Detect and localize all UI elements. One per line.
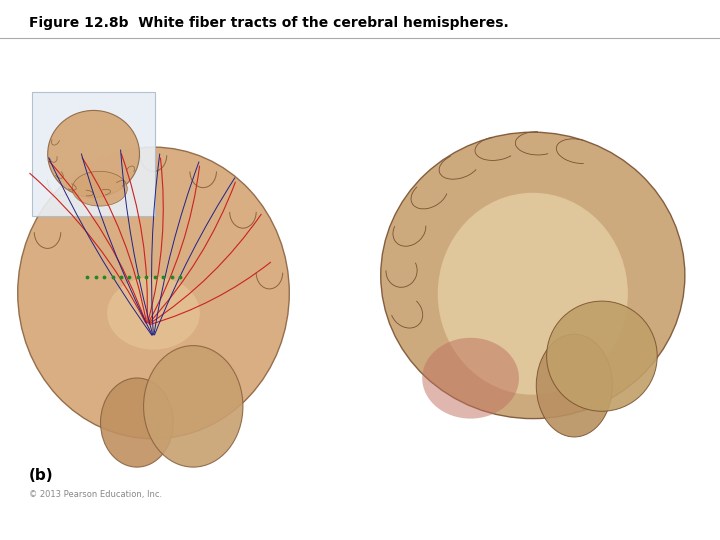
Ellipse shape	[546, 301, 657, 411]
Ellipse shape	[422, 338, 519, 418]
Ellipse shape	[536, 334, 612, 437]
Point	[99, 272, 110, 281]
Point	[140, 272, 152, 281]
Point	[115, 272, 127, 281]
Ellipse shape	[143, 346, 243, 467]
Text: © 2013 Pearson Education, Inc.: © 2013 Pearson Education, Inc.	[29, 490, 162, 500]
Point	[124, 272, 135, 281]
Ellipse shape	[438, 193, 628, 395]
Point	[81, 272, 93, 281]
Point	[174, 272, 186, 281]
Text: Figure 12.8b  White fiber tracts of the cerebral hemispheres.: Figure 12.8b White fiber tracts of the c…	[29, 16, 508, 30]
FancyBboxPatch shape	[32, 92, 155, 216]
Point	[90, 272, 102, 281]
Point	[132, 272, 143, 281]
Ellipse shape	[381, 132, 685, 418]
Ellipse shape	[107, 276, 200, 350]
Point	[107, 272, 118, 281]
Text: (b): (b)	[29, 468, 53, 483]
Ellipse shape	[18, 147, 289, 438]
Point	[166, 272, 177, 281]
Ellipse shape	[101, 378, 174, 467]
Ellipse shape	[48, 111, 140, 197]
Ellipse shape	[72, 171, 127, 206]
Point	[149, 272, 161, 281]
Point	[158, 272, 169, 281]
